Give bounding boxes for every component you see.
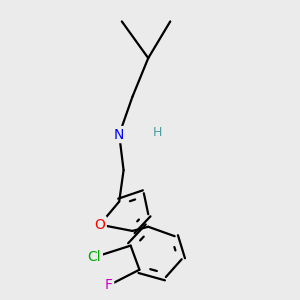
Text: O: O [94, 218, 105, 232]
Text: H: H [152, 126, 162, 139]
Text: N: N [114, 128, 124, 142]
Text: Cl: Cl [88, 250, 101, 264]
Text: F: F [105, 278, 112, 292]
